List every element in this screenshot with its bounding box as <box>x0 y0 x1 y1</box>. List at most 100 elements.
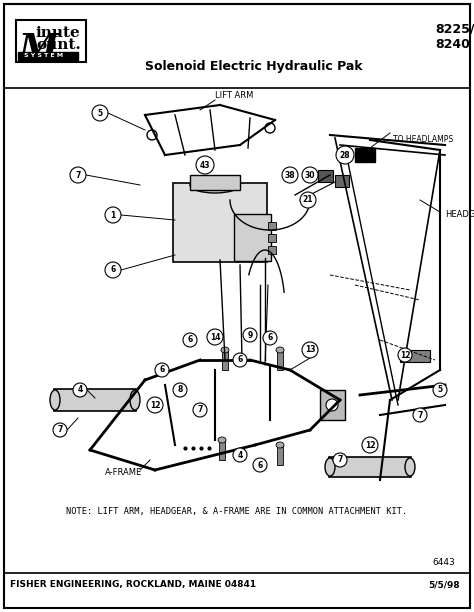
Text: 5: 5 <box>438 386 443 395</box>
Ellipse shape <box>276 442 284 448</box>
FancyBboxPatch shape <box>234 214 271 261</box>
Text: 7: 7 <box>417 411 423 419</box>
Text: M: M <box>18 32 58 66</box>
Text: inute: inute <box>36 26 81 40</box>
Bar <box>222 350 228 370</box>
Circle shape <box>302 342 318 358</box>
Bar <box>335 175 349 187</box>
Text: 28: 28 <box>340 151 350 160</box>
Circle shape <box>413 408 427 422</box>
Text: 6: 6 <box>267 334 273 343</box>
Circle shape <box>173 383 187 397</box>
Text: A-FRAME: A-FRAME <box>105 468 142 477</box>
Circle shape <box>282 167 298 183</box>
Ellipse shape <box>405 458 415 476</box>
Text: 12: 12 <box>150 400 160 409</box>
Circle shape <box>263 331 277 345</box>
Circle shape <box>362 437 378 453</box>
Circle shape <box>183 333 197 347</box>
Text: FISHER ENGINEERING, ROCKLAND, MAINE 04841: FISHER ENGINEERING, ROCKLAND, MAINE 0484… <box>10 580 256 589</box>
Text: HEADGEAR: HEADGEAR <box>445 210 474 219</box>
Text: Solenoid Electric Hydraulic Pak: Solenoid Electric Hydraulic Pak <box>145 60 363 73</box>
Text: 4: 4 <box>77 386 82 395</box>
Circle shape <box>105 262 121 278</box>
Circle shape <box>207 329 223 345</box>
Text: ount.: ount. <box>36 38 81 52</box>
Text: 6: 6 <box>257 460 263 469</box>
Bar <box>268 234 276 242</box>
Text: 14: 14 <box>210 332 220 341</box>
Text: 4: 4 <box>237 450 243 460</box>
Circle shape <box>147 397 163 413</box>
FancyBboxPatch shape <box>54 389 136 411</box>
Text: 5/5/98: 5/5/98 <box>428 580 460 589</box>
Text: 6: 6 <box>159 365 164 375</box>
Circle shape <box>398 348 412 362</box>
Circle shape <box>193 403 207 417</box>
Text: 7: 7 <box>197 406 203 414</box>
Circle shape <box>336 146 354 164</box>
Circle shape <box>333 453 347 467</box>
Text: 6: 6 <box>237 356 243 365</box>
Bar <box>219 440 225 460</box>
Text: TO HEADLAMPS: TO HEADLAMPS <box>393 135 453 144</box>
Circle shape <box>233 353 247 367</box>
Text: 12: 12 <box>400 351 410 359</box>
Text: 8: 8 <box>177 386 182 395</box>
Bar <box>190 175 240 190</box>
Bar <box>268 222 276 230</box>
Circle shape <box>70 167 86 183</box>
Text: 13: 13 <box>305 346 315 354</box>
Ellipse shape <box>50 390 60 410</box>
Circle shape <box>302 167 318 183</box>
Circle shape <box>105 207 121 223</box>
Ellipse shape <box>190 177 240 193</box>
Circle shape <box>92 105 108 121</box>
Text: S Y S T E M: S Y S T E M <box>24 56 63 62</box>
Circle shape <box>253 458 267 472</box>
Circle shape <box>73 383 87 397</box>
Text: 43: 43 <box>200 160 210 170</box>
Circle shape <box>243 328 257 342</box>
Text: 1: 1 <box>110 211 116 220</box>
Text: 7: 7 <box>57 425 63 435</box>
Text: NOTE: LIFT ARM, HEADGEAR, & A-FRAME ARE IN COMMON ATTACHMENT KIT.: NOTE: LIFT ARM, HEADGEAR, & A-FRAME ARE … <box>66 507 408 516</box>
FancyBboxPatch shape <box>329 457 411 477</box>
Text: S Y S T E M: S Y S T E M <box>24 53 63 58</box>
Text: 7: 7 <box>337 455 343 465</box>
Ellipse shape <box>221 347 229 353</box>
Text: 5: 5 <box>98 108 102 118</box>
Circle shape <box>265 123 275 133</box>
Text: 8225/: 8225/ <box>435 22 474 35</box>
Circle shape <box>196 156 214 174</box>
Text: 21: 21 <box>303 195 313 204</box>
Text: 6: 6 <box>187 335 192 345</box>
Circle shape <box>300 192 316 208</box>
Bar <box>400 350 430 362</box>
Ellipse shape <box>218 437 226 443</box>
Circle shape <box>53 423 67 437</box>
Ellipse shape <box>325 458 335 476</box>
Circle shape <box>326 399 338 411</box>
Text: 6: 6 <box>110 266 116 275</box>
FancyBboxPatch shape <box>173 183 267 262</box>
Text: 38: 38 <box>285 171 295 179</box>
Circle shape <box>147 130 157 140</box>
Text: 30: 30 <box>305 171 315 179</box>
Bar <box>268 246 276 254</box>
Bar <box>277 445 283 465</box>
Text: 9: 9 <box>247 330 253 340</box>
Ellipse shape <box>276 347 284 353</box>
Circle shape <box>433 383 447 397</box>
Bar <box>320 390 345 420</box>
Bar <box>18 52 78 60</box>
Bar <box>355 148 375 162</box>
Circle shape <box>155 363 169 377</box>
Bar <box>277 350 283 370</box>
Ellipse shape <box>130 390 140 410</box>
Text: 6443: 6443 <box>432 558 455 567</box>
Text: 8240: 8240 <box>435 38 470 51</box>
Circle shape <box>233 448 247 462</box>
Bar <box>318 170 333 182</box>
FancyBboxPatch shape <box>4 4 470 608</box>
